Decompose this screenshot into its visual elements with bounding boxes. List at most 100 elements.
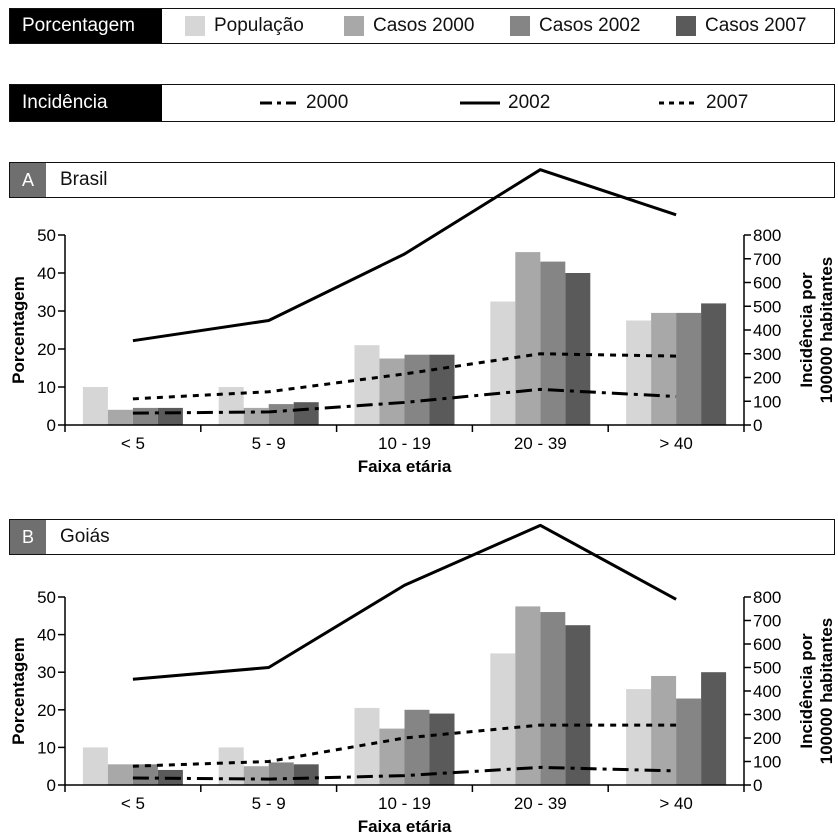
y-tick-label: 30 xyxy=(37,302,56,321)
bar-2-1 xyxy=(268,762,294,785)
y-tick-label: 10 xyxy=(37,738,56,757)
dotted-line-icon xyxy=(659,101,698,105)
panel-a-header: A Brasil xyxy=(9,162,835,198)
bar-2-4 xyxy=(676,312,702,425)
legend-swatch xyxy=(344,16,364,36)
legend-label: Casos 2002 xyxy=(539,15,641,36)
y2-tick-label: 800 xyxy=(753,588,781,607)
legend-swatch xyxy=(185,16,205,36)
legend-swatch xyxy=(510,16,530,36)
x-axis-label: Faixa etária xyxy=(358,457,452,476)
y2-tick-label: 500 xyxy=(753,659,781,678)
legend-label: Casos 2007 xyxy=(705,15,807,36)
panel-b-header: B Goiás xyxy=(9,519,835,555)
legend-item-casos-2000: Casos 2000 xyxy=(344,9,474,43)
y2-tick-label: 100 xyxy=(753,392,781,411)
line-legend-title: Incidência xyxy=(10,85,162,121)
x-tick-label: > 40 xyxy=(659,794,693,813)
bar-0-2 xyxy=(354,707,380,785)
incidence-line-2000 xyxy=(132,387,677,415)
legend-swatch xyxy=(676,16,696,36)
x-tick-label: 20 - 39 xyxy=(514,794,567,813)
x-tick-label: 10 - 19 xyxy=(378,434,431,453)
y2-tick-label: 700 xyxy=(753,612,781,631)
y-axis-label: Porcentagem xyxy=(9,276,28,384)
bar-2-4 xyxy=(676,698,702,785)
bar-3-3 xyxy=(565,273,591,425)
bar-1-4 xyxy=(651,312,677,425)
legend-label: População xyxy=(214,15,304,36)
y-tick-label: 0 xyxy=(47,776,56,795)
panel-a-title: Brasil xyxy=(60,169,108,190)
x-tick-label: 10 - 19 xyxy=(378,794,431,813)
bar-0-0 xyxy=(82,747,108,785)
bar-0-2 xyxy=(354,345,380,425)
y2-tick-label: 100 xyxy=(753,753,781,772)
bar-2-0 xyxy=(132,407,158,425)
bar-2-1 xyxy=(268,404,294,425)
bar-legend-title: Porcentagem xyxy=(10,9,162,43)
y-tick-label: 20 xyxy=(37,340,56,359)
bar-1-3 xyxy=(515,252,541,425)
x-tick-label: 5 - 9 xyxy=(252,434,286,453)
bar-0-3 xyxy=(490,653,516,785)
bar-3-1 xyxy=(293,402,319,425)
legend-item-casos-2007: Casos 2007 xyxy=(676,9,806,43)
bar-1-3 xyxy=(515,606,541,785)
y2-tick-label: 0 xyxy=(753,416,762,435)
panel-b-title: Goiás xyxy=(60,526,110,547)
bar-0-3 xyxy=(490,301,516,425)
x-axis-label: Faixa etária xyxy=(358,817,452,836)
bar-1-2 xyxy=(379,358,405,425)
incidence-line-2000 xyxy=(132,765,677,781)
solid-line-icon xyxy=(460,101,500,105)
y2-axis-label-line2: 100000 habitantes xyxy=(817,618,836,764)
y2-tick-label: 300 xyxy=(753,706,781,725)
y-axis-label: Porcentagem xyxy=(9,637,28,745)
y2-axis-label-line2: 100000 habitantes xyxy=(817,257,836,403)
bar-2-3 xyxy=(540,261,566,425)
line-legend: Incidência 2000 2002 2007 xyxy=(9,84,835,122)
y2-tick-label: 300 xyxy=(753,345,781,364)
y2-tick-label: 600 xyxy=(753,274,781,293)
y-tick-label: 40 xyxy=(37,264,56,283)
bar-2-2 xyxy=(404,354,430,425)
bar-1-1 xyxy=(243,766,269,785)
y-tick-label: 20 xyxy=(37,701,56,720)
legend-label: 2007 xyxy=(706,92,749,113)
bar-3-1 xyxy=(293,764,319,785)
y2-tick-label: 700 xyxy=(753,250,781,269)
y2-tick-label: 600 xyxy=(753,635,781,654)
legend-label: 2002 xyxy=(508,92,551,113)
bar-3-4 xyxy=(701,672,727,785)
y-tick-label: 40 xyxy=(37,626,56,645)
y-tick-label: 0 xyxy=(47,416,56,435)
x-tick-label: < 5 xyxy=(121,794,145,813)
y2-tick-label: 0 xyxy=(753,776,762,795)
y-tick-label: 30 xyxy=(37,663,56,682)
y2-axis-label-line1: Incidência por xyxy=(797,633,816,749)
dash-dot-line-icon xyxy=(260,101,296,105)
bar-2-2 xyxy=(404,709,430,785)
y2-tick-label: 500 xyxy=(753,297,781,316)
bar-3-0 xyxy=(157,407,183,425)
bar-2-3 xyxy=(540,612,566,785)
bar-2-0 xyxy=(132,764,158,785)
legend-item-2000: 2000 xyxy=(258,85,348,121)
x-tick-label: 5 - 9 xyxy=(252,794,286,813)
bar-legend: Porcentagem População Casos 2000 Casos 2… xyxy=(9,8,835,44)
bar-3-2 xyxy=(429,354,455,425)
bar-1-0 xyxy=(107,409,133,425)
bar-3-4 xyxy=(701,303,727,425)
x-tick-label: > 40 xyxy=(659,434,693,453)
y2-tick-label: 200 xyxy=(753,369,781,388)
legend-item-2002: 2002 xyxy=(460,85,550,121)
legend-label: 2000 xyxy=(306,92,349,113)
x-tick-label: < 5 xyxy=(121,434,145,453)
bar-0-4 xyxy=(626,320,652,425)
y-tick-label: 10 xyxy=(37,378,56,397)
y2-tick-label: 400 xyxy=(753,321,781,340)
y2-tick-label: 800 xyxy=(753,226,781,245)
